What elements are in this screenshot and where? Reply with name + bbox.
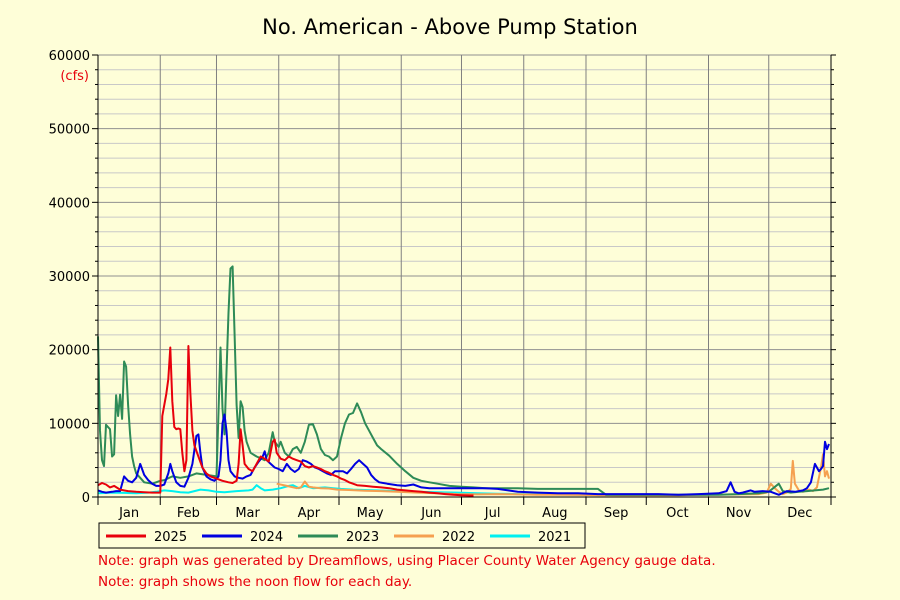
legend-label-2024: 2024: [250, 530, 283, 545]
y-tick-label: 0: [82, 491, 90, 506]
series-line-2025: [97, 345, 474, 497]
y-tick-label: 60000: [49, 49, 90, 64]
x-tick-label: Feb: [177, 506, 200, 521]
x-tick-label: May: [357, 506, 384, 521]
series-lines: [97, 265, 830, 497]
x-tick-label: Sep: [604, 506, 629, 521]
note-source: Note: graph was generated by Dreamflows,…: [98, 553, 716, 569]
series-line-2021: [97, 484, 599, 496]
x-tick-label: Oct: [666, 506, 688, 521]
legend: 2025 2024 2023 2022 2021: [98, 522, 586, 549]
x-tick-label: Mar: [235, 506, 260, 521]
legend-label-2022: 2022: [442, 530, 475, 545]
y-tick-label: 20000: [49, 344, 90, 359]
note-noon-flow: Note: graph shows the noon flow for each…: [98, 574, 413, 590]
y-tick-label: 50000: [49, 123, 90, 138]
legend-label-2021: 2021: [538, 530, 571, 545]
x-tick-label: Jun: [420, 506, 441, 521]
x-tick-label: Jul: [484, 506, 501, 521]
y-tick-label: 40000: [49, 196, 90, 211]
x-tick-label: Nov: [726, 506, 752, 521]
x-tick-label: Dec: [787, 506, 812, 521]
chart-title: No. American - Above Pump Station: [262, 15, 638, 39]
x-tick-label: Jan: [118, 506, 139, 521]
unit-label: (cfs): [60, 69, 89, 84]
legend-label-2025: 2025: [154, 530, 187, 545]
y-tick-label: 10000: [49, 417, 90, 432]
axes: 0 10000 20000 30000 40000 50000 60000 Jan Feb Mar…: [49, 49, 836, 521]
legend-label-2023: 2023: [346, 530, 379, 545]
series-line-2023: [97, 265, 830, 496]
x-tick-label: Aug: [542, 506, 567, 521]
x-tick-label: Apr: [298, 506, 321, 521]
y-tick-label: 30000: [49, 270, 90, 285]
